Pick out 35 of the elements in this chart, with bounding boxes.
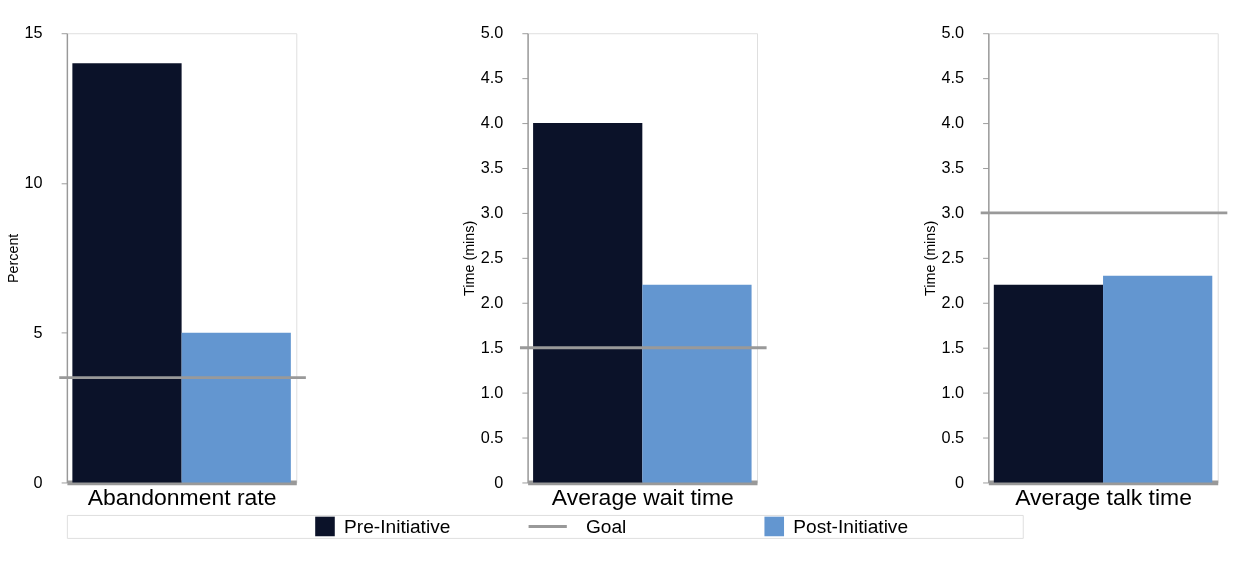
y-tick-label: 0.5: [480, 427, 504, 446]
y-tick-label: 4.0: [941, 113, 964, 132]
y-tick-label: 5: [33, 322, 43, 341]
y-tick-label: 0: [494, 472, 504, 491]
y-axis-title: Time (mins): [460, 220, 477, 296]
y-tick-label: 5.0: [480, 23, 504, 42]
y-tick-label: 4.5: [480, 68, 504, 87]
y-axis-title: Percent: [4, 233, 21, 284]
y-tick-label: 2.0: [941, 293, 964, 312]
y-tick-label: 0: [954, 472, 964, 491]
y-tick-label: 3.5: [941, 158, 964, 177]
y-tick-label: 2.5: [941, 248, 964, 267]
y-axis-title: Time (mins): [921, 220, 938, 296]
y-tick-label: 0.5: [941, 427, 964, 446]
y-tick-label: 3.0: [941, 203, 964, 222]
y-tick-label: 1.5: [941, 337, 964, 356]
y-tick-label: 4.0: [480, 113, 504, 132]
y-tick-label: 2.5: [480, 248, 504, 267]
y-tick-label: 1.5: [480, 337, 504, 356]
y-tick-label: 1.0: [941, 382, 964, 401]
y-tick-label: 4.5: [941, 68, 964, 87]
x-axis-title: Average talk time: [1015, 483, 1192, 510]
y-tick-label: 3.0: [480, 203, 504, 222]
y-tick-label: 3.5: [480, 158, 504, 177]
y-tick-label: 1.0: [480, 382, 504, 401]
y-tick-label: 0: [33, 472, 43, 491]
legend-label: Pre-Initiative: [344, 516, 451, 538]
y-tick-label: 5.0: [941, 23, 964, 42]
y-tick-label: 2.0: [480, 293, 504, 312]
y-tick-label: 15: [24, 23, 43, 42]
legend-label: Goal: [585, 516, 627, 538]
x-axis-title: Abandonment rate: [87, 483, 277, 510]
x-axis-title: Average wait time: [551, 483, 734, 510]
legend-label: Post-Initiative: [793, 516, 909, 538]
y-tick-label: 10: [24, 173, 43, 192]
